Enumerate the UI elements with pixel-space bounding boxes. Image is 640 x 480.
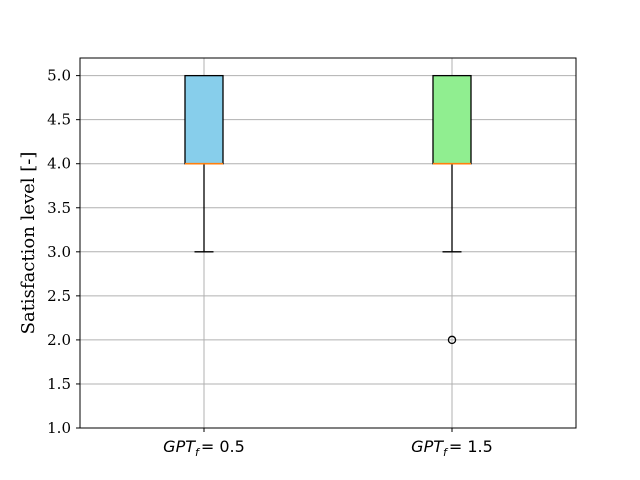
outlier-point bbox=[447, 335, 457, 345]
plot-frame bbox=[79, 57, 577, 429]
grid-lines bbox=[80, 58, 576, 429]
x-tick-label: GPTf = 1.5 bbox=[411, 437, 493, 459]
box-body bbox=[432, 74, 472, 165]
boxplots bbox=[184, 74, 472, 345]
y-tick-label: 1.0 bbox=[47, 419, 71, 437]
y-tick-label: 2.0 bbox=[47, 331, 71, 349]
y-tick-label: 5.0 bbox=[47, 67, 71, 85]
x-tick-label: GPTf = 0.5 bbox=[163, 437, 245, 459]
y-tick-label: 4.5 bbox=[47, 111, 71, 129]
y-tick-label: 4.0 bbox=[47, 155, 71, 173]
box-body bbox=[184, 74, 224, 165]
y-tick-label: 1.5 bbox=[47, 375, 71, 393]
y-tick-label: 3.5 bbox=[47, 199, 71, 217]
y-tick-label: 3.0 bbox=[47, 243, 71, 261]
axis-ticks: 1.0 1.5 2.0 2.5 3.0 3.5 4.0 4.5 5.0 GPTf = 0.5 GPTf… bbox=[47, 67, 493, 459]
y-tick-label: 2.5 bbox=[47, 287, 71, 305]
y-axis-label: Satisfaction level [-] bbox=[18, 152, 39, 335]
